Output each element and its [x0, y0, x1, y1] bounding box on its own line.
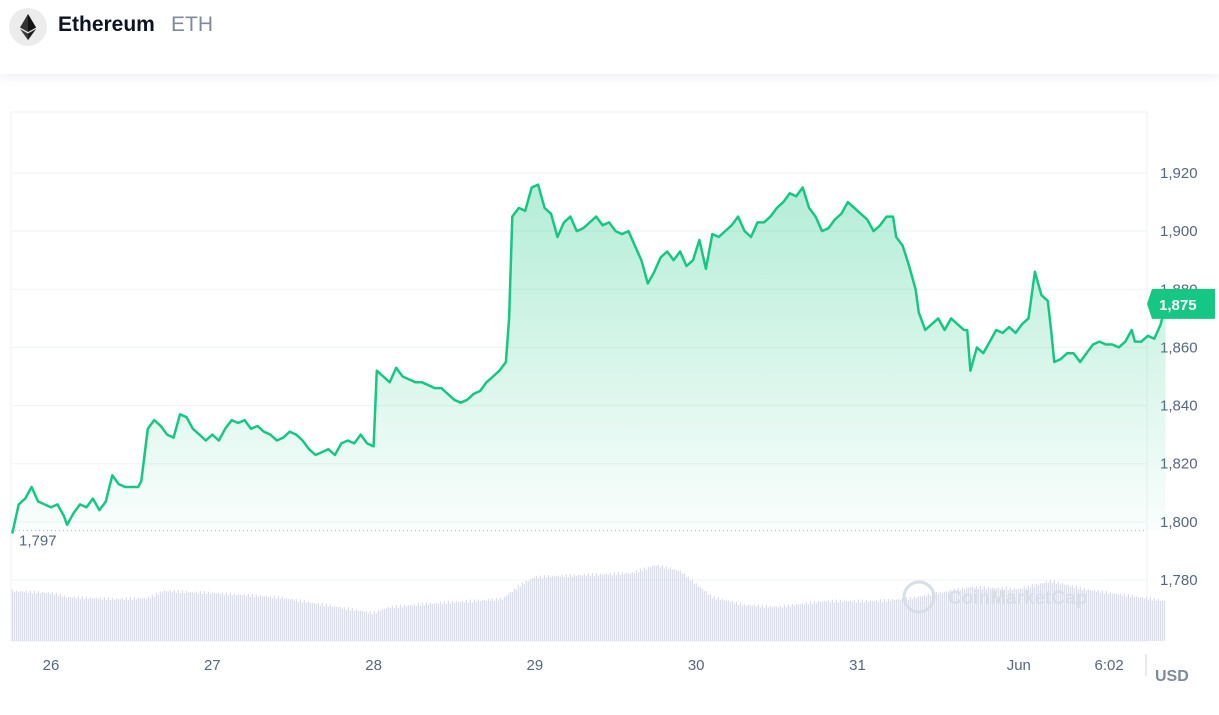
y-tick-label: 1,920: [1160, 165, 1198, 182]
ethereum-icon: [9, 8, 47, 46]
current-price-badge: [1147, 288, 1215, 319]
y-tick-label: 1,840: [1160, 398, 1198, 415]
coin-header: Ethereum ETH: [0, 0, 1219, 74]
x-tick-label: 27: [204, 657, 221, 674]
x-tick-label: 30: [688, 657, 705, 674]
x-tick-label: 31: [849, 657, 866, 674]
chart-panel[interactable]: 1,7801,8001,8201,8401,8601,8801,9001,920…: [0, 74, 1219, 715]
price-line: [11, 183, 1167, 534]
watermark-text: CoinMarketCap: [948, 588, 1087, 609]
y-tick-label: 1,800: [1160, 514, 1198, 531]
y-tick-label: 1,820: [1160, 456, 1198, 473]
x-tick-label: 6:02: [1095, 657, 1124, 674]
y-tick-label: 1,860: [1160, 339, 1198, 356]
coinmarketcap-watermark-icon: [902, 580, 936, 614]
currency-label: USD: [1155, 668, 1189, 685]
y-tick-label: 1,900: [1160, 223, 1198, 240]
coin-symbol: ETH: [171, 13, 213, 36]
y-tick-label: 1,780: [1160, 572, 1198, 589]
price-area: [12, 184, 1166, 534]
open-price-label: 1,797: [19, 533, 57, 550]
x-tick-label: Jun: [1007, 657, 1031, 674]
x-tick-label: 26: [43, 657, 60, 674]
price-chart[interactable]: 1,7801,8001,8201,8401,8601,8801,9001,920…: [0, 74, 1219, 715]
x-tick-label: 28: [365, 657, 382, 674]
coin-name: Ethereum: [58, 13, 155, 36]
current-price-label: 1,875: [1159, 297, 1197, 314]
x-tick-label: 29: [527, 657, 544, 674]
